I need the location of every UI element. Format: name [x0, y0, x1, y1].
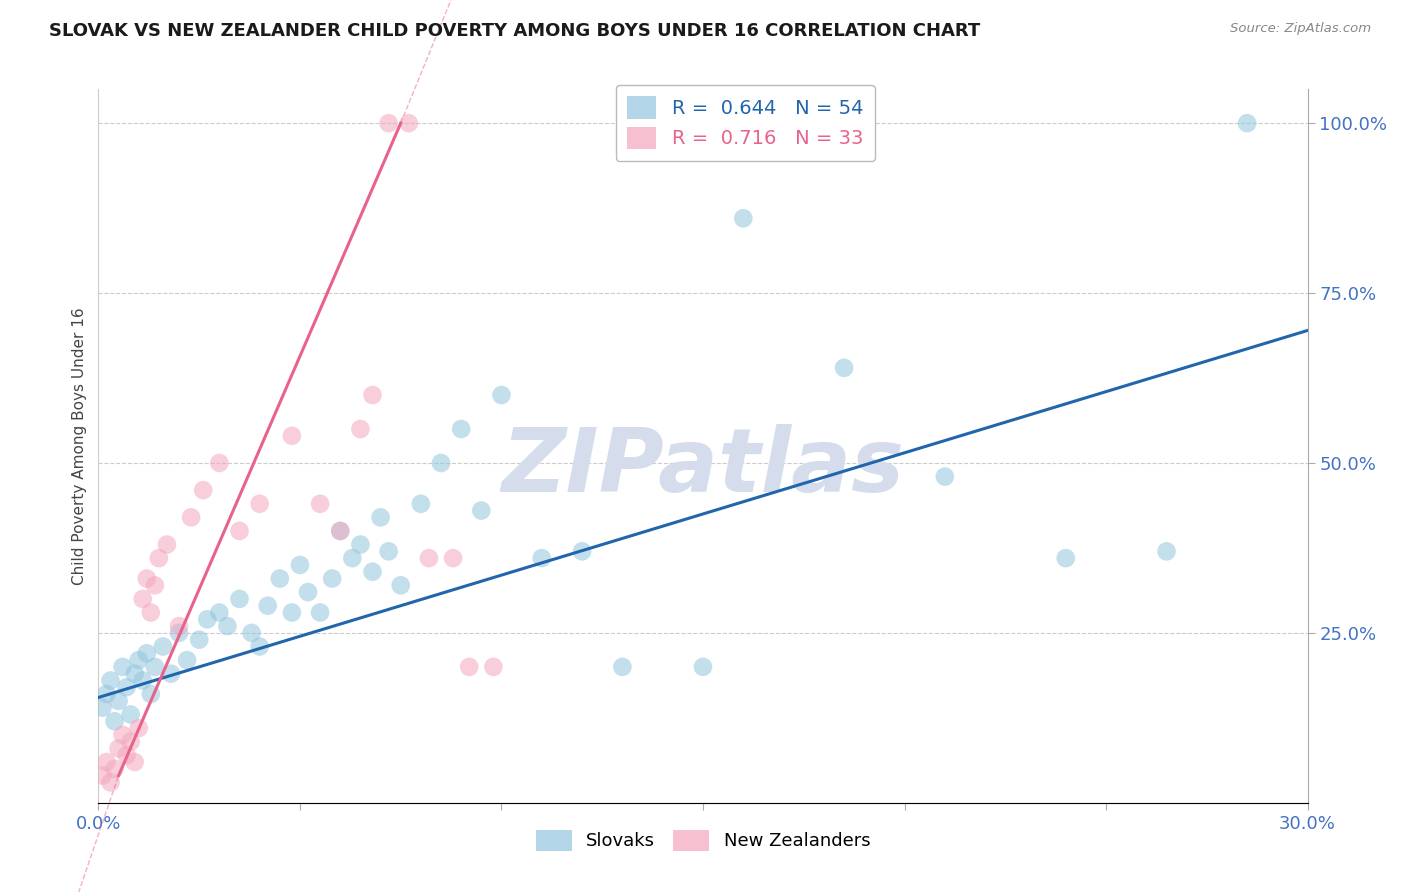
Point	[409, 497, 432, 511]
Point	[228, 524, 250, 538]
Text: Source: ZipAtlas.com: Source: ZipAtlas.com	[1230, 22, 1371, 36]
Point	[361, 565, 384, 579]
Point	[297, 585, 319, 599]
Point	[377, 116, 399, 130]
Point	[132, 673, 155, 688]
Point	[124, 755, 146, 769]
Point	[128, 653, 150, 667]
Point	[103, 762, 125, 776]
Point	[111, 728, 134, 742]
Point	[152, 640, 174, 654]
Point	[176, 653, 198, 667]
Point	[115, 748, 138, 763]
Point	[135, 572, 157, 586]
Point	[349, 422, 371, 436]
Point	[441, 551, 464, 566]
Point	[342, 551, 364, 566]
Point	[143, 660, 166, 674]
Point	[139, 687, 162, 701]
Point	[217, 619, 239, 633]
Point	[120, 707, 142, 722]
Point	[103, 714, 125, 729]
Legend: Slovaks, New Zealanders: Slovaks, New Zealanders	[529, 822, 877, 858]
Text: SLOVAK VS NEW ZEALANDER CHILD POVERTY AMONG BOYS UNDER 16 CORRELATION CHART: SLOVAK VS NEW ZEALANDER CHILD POVERTY AM…	[49, 22, 980, 40]
Point	[132, 591, 155, 606]
Point	[398, 116, 420, 130]
Point	[256, 599, 278, 613]
Point	[249, 640, 271, 654]
Point	[111, 660, 134, 674]
Point	[115, 680, 138, 694]
Text: ZIPatlas: ZIPatlas	[502, 424, 904, 511]
Point	[733, 211, 755, 226]
Point	[120, 734, 142, 748]
Point	[329, 524, 352, 538]
Y-axis label: Child Poverty Among Boys Under 16: Child Poverty Among Boys Under 16	[72, 307, 87, 585]
Point	[450, 422, 472, 436]
Point	[329, 524, 352, 538]
Point	[281, 429, 304, 443]
Point	[148, 551, 170, 566]
Point	[612, 660, 634, 674]
Point	[128, 721, 150, 735]
Point	[193, 483, 215, 498]
Point	[228, 591, 250, 606]
Point	[167, 619, 190, 633]
Point	[167, 626, 190, 640]
Point	[470, 503, 492, 517]
Point	[482, 660, 505, 674]
Point	[309, 606, 332, 620]
Point	[281, 606, 304, 620]
Point	[91, 769, 114, 783]
Point	[139, 606, 162, 620]
Point	[195, 612, 218, 626]
Point	[160, 666, 183, 681]
Point	[1054, 551, 1077, 566]
Point	[96, 755, 118, 769]
Point	[156, 537, 179, 551]
Point	[458, 660, 481, 674]
Point	[288, 558, 311, 572]
Point	[430, 456, 453, 470]
Point	[934, 469, 956, 483]
Point	[208, 456, 231, 470]
Point	[1156, 544, 1178, 558]
Point	[135, 646, 157, 660]
Point	[96, 687, 118, 701]
Point	[143, 578, 166, 592]
Point	[530, 551, 553, 566]
Point	[832, 360, 855, 375]
Point	[389, 578, 412, 592]
Point	[377, 544, 399, 558]
Point	[361, 388, 384, 402]
Point	[349, 537, 371, 551]
Point	[692, 660, 714, 674]
Point	[180, 510, 202, 524]
Point	[107, 741, 129, 756]
Point	[491, 388, 513, 402]
Point	[100, 775, 122, 789]
Point	[100, 673, 122, 688]
Point	[269, 572, 291, 586]
Point	[188, 632, 211, 647]
Point	[249, 497, 271, 511]
Point	[1236, 116, 1258, 130]
Point	[571, 544, 593, 558]
Point	[124, 666, 146, 681]
Point	[309, 497, 332, 511]
Point	[418, 551, 440, 566]
Point	[208, 606, 231, 620]
Point	[91, 700, 114, 714]
Point	[240, 626, 263, 640]
Point	[107, 694, 129, 708]
Point	[321, 572, 343, 586]
Point	[370, 510, 392, 524]
